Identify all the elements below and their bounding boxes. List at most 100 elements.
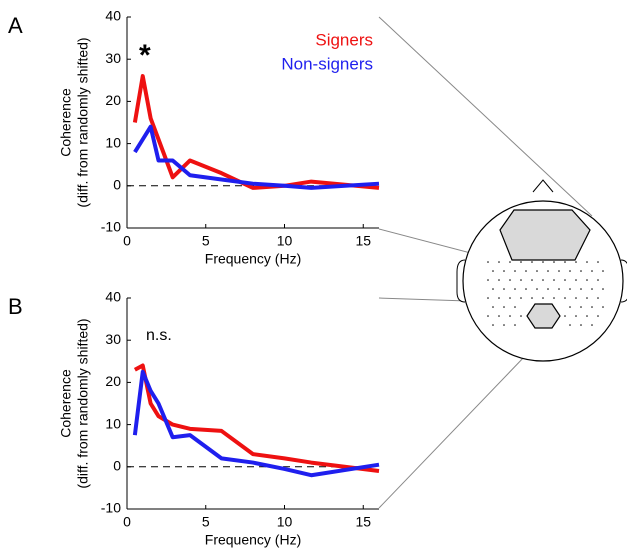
electrode: [492, 306, 494, 308]
x-axis-label: Frequency (Hz): [205, 532, 301, 548]
y-axis-label: Coherence: [58, 88, 74, 157]
posterior-region: [526, 303, 561, 329]
y-tick-label: 20: [105, 373, 121, 389]
series-line: [133, 124, 380, 190]
y-tick-label: 10: [105, 415, 121, 431]
electrode: [553, 279, 555, 281]
electrode: [487, 297, 489, 299]
annotation: *: [139, 39, 151, 72]
electrode: [509, 297, 511, 299]
electrode: [553, 297, 555, 299]
electrode: [536, 288, 538, 290]
electrode: [498, 279, 500, 281]
electrode: [525, 288, 527, 290]
electrode: [487, 315, 489, 317]
connector: [378, 16, 593, 217]
x-tick-label: 5: [202, 233, 210, 249]
panel-label: B: [8, 294, 23, 319]
panel-label: A: [8, 13, 23, 38]
y-axis-label: (diff. from randomly shifted): [75, 318, 91, 488]
electrode: [575, 297, 577, 299]
nose: [532, 179, 554, 193]
electrode: [514, 288, 516, 290]
x-tick-label: 15: [355, 514, 371, 530]
y-tick-label: 30: [105, 331, 121, 347]
electrode: [597, 297, 599, 299]
electrode: [492, 288, 494, 290]
legend-entry: Signers: [315, 30, 373, 49]
electrode: [531, 261, 533, 263]
electrodes: [487, 261, 604, 326]
electrode: [514, 270, 516, 272]
y-tick-label: 0: [113, 177, 121, 193]
y-tick-label: -10: [101, 500, 121, 516]
electrode: [564, 297, 566, 299]
electrode: [487, 279, 489, 281]
x-tick-label: 0: [123, 514, 131, 530]
series-line: [132, 74, 380, 190]
annotation: n.s.: [146, 327, 172, 344]
electrode: [531, 279, 533, 281]
head-diagram: [378, 16, 627, 509]
electrode: [514, 324, 516, 326]
electrode: [509, 315, 511, 317]
electrode: [542, 261, 544, 263]
electrode: [503, 288, 505, 290]
electrode: [602, 288, 604, 290]
electrode: [586, 315, 588, 317]
electrode: [536, 270, 538, 272]
electrode: [586, 297, 588, 299]
y-tick-label: -10: [101, 219, 121, 235]
electrode: [498, 297, 500, 299]
electrode: [569, 288, 571, 290]
electrode: [575, 261, 577, 263]
x-tick-label: 5: [202, 514, 210, 530]
electrode: [602, 306, 604, 308]
electrode: [586, 261, 588, 263]
electrode: [558, 270, 560, 272]
electrode: [575, 279, 577, 281]
ear: [456, 259, 466, 303]
series-line: [133, 363, 380, 474]
electrode: [492, 324, 494, 326]
electrode: [569, 306, 571, 308]
electrode: [514, 306, 516, 308]
electrode: [597, 261, 599, 263]
electrode: [591, 324, 593, 326]
electrode: [503, 306, 505, 308]
legend-entry: Non-signers: [281, 54, 373, 73]
electrode: [503, 270, 505, 272]
x-tick-label: 10: [277, 233, 293, 249]
electrode: [520, 279, 522, 281]
y-tick-label: 10: [105, 134, 121, 150]
x-tick-label: 15: [355, 233, 371, 249]
electrode: [547, 270, 549, 272]
electrode: [597, 279, 599, 281]
series-line: [132, 369, 380, 478]
y-tick-label: 40: [105, 8, 121, 24]
electrode: [525, 270, 527, 272]
electrode: [509, 261, 511, 263]
electrode: [580, 270, 582, 272]
electrode: [542, 297, 544, 299]
electrode: [520, 315, 522, 317]
electrode: [564, 315, 566, 317]
electrode: [602, 270, 604, 272]
electrode: [558, 288, 560, 290]
y-tick-label: 20: [105, 92, 121, 108]
y-tick-label: 0: [113, 458, 121, 474]
electrode: [520, 297, 522, 299]
electrode: [547, 288, 549, 290]
x-tick-label: 10: [277, 514, 293, 530]
x-tick-label: 0: [123, 233, 131, 249]
electrode: [580, 306, 582, 308]
electrode: [575, 315, 577, 317]
frontal-region: [499, 209, 591, 261]
electrode: [591, 306, 593, 308]
y-axis-label: Coherence: [58, 369, 74, 438]
y-tick-label: 40: [105, 289, 121, 305]
electrode: [520, 261, 522, 263]
electrode: [492, 270, 494, 272]
electrode: [580, 288, 582, 290]
electrode: [569, 270, 571, 272]
